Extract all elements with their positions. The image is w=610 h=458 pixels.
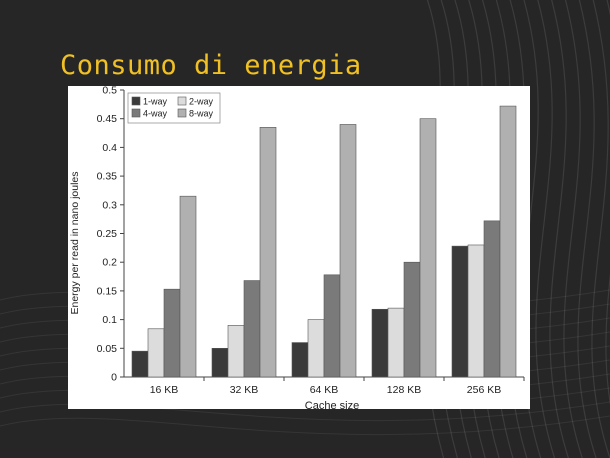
slide-title: Consumo di energia xyxy=(60,50,362,81)
y-tick-label: 0 xyxy=(111,372,117,384)
bar-4-way-256kb xyxy=(483,220,501,378)
bars xyxy=(131,105,517,378)
background-streak xyxy=(577,0,597,458)
y-tick-label: 0.45 xyxy=(97,113,118,125)
bar-4-way-64kb xyxy=(323,274,341,378)
x-axis-label: Cache size xyxy=(305,400,359,409)
chart-panel: 0 0.05 0.1 0.15 0.2 0.25 0.3 0.35 0.4 0.45 0.5 16 … xyxy=(68,86,530,409)
x-tick-label: 32 KB xyxy=(230,384,259,396)
bar-1-way-256kb xyxy=(451,245,469,378)
y-axis-label: Energy per read in nano joules xyxy=(69,171,81,314)
background-streak xyxy=(549,0,569,458)
bar-2-way-128kb xyxy=(387,307,405,378)
legend-box xyxy=(127,92,221,124)
bar-1-way-32kb xyxy=(211,347,229,378)
bar-2-way-64kb xyxy=(307,319,325,378)
bar-8-way-64kb xyxy=(339,124,357,378)
x-tick-label: 256 KB xyxy=(467,384,501,396)
y-tick-label: 0.3 xyxy=(102,199,117,211)
legend-label-8-way: 8-way xyxy=(189,109,214,119)
bar-2-way-16kb xyxy=(147,328,165,378)
background-streak xyxy=(563,0,583,458)
x-axis: 16 KB 32 KB 64 KB 128 KB 256 KB xyxy=(124,376,525,396)
background-streak xyxy=(535,0,556,458)
bar-1-way-64kb xyxy=(291,342,309,378)
y-tick-label: 0.5 xyxy=(102,86,117,97)
legend-swatch-2-way xyxy=(177,96,187,106)
bar-8-way-32kb xyxy=(259,127,277,378)
x-tick-label: 16 KB xyxy=(150,384,179,396)
bar-1-way-16kb xyxy=(131,350,149,378)
y-tick-label: 0.35 xyxy=(97,171,118,183)
y-axis: 0 0.05 0.1 0.15 0.2 0.25 0.3 0.35 0.4 0.45 0.5 xyxy=(97,86,125,384)
legend-label-4-way: 4-way xyxy=(143,109,168,119)
bar-chart: 0 0.05 0.1 0.15 0.2 0.25 0.3 0.35 0.4 0.45 0.5 16 … xyxy=(69,86,525,409)
y-tick-label: 0.4 xyxy=(102,142,117,154)
background-streak xyxy=(0,401,610,422)
y-tick-label: 0.2 xyxy=(102,257,117,269)
x-tick-label: 64 KB xyxy=(310,384,339,396)
legend-swatch-4-way xyxy=(131,108,141,118)
y-tick-label: 0.25 xyxy=(97,228,118,240)
background-streak xyxy=(591,0,610,458)
background-streak xyxy=(0,415,610,436)
y-tick-label: 0.1 xyxy=(102,314,117,326)
legend-swatch-8-way xyxy=(177,108,187,118)
legend-label-1-way: 1-way xyxy=(143,97,168,107)
bar-8-way-16kb xyxy=(179,195,197,378)
legend-label-2-way: 2-way xyxy=(189,97,214,107)
bar-2-way-32kb xyxy=(227,325,245,378)
y-tick-label: 0.05 xyxy=(97,343,118,355)
bar-2-way-256kb xyxy=(467,244,485,378)
legend: 1-way 2-way 4-way 8-way xyxy=(127,92,221,124)
bar-8-way-128kb xyxy=(419,118,437,378)
y-tick-label: 0.15 xyxy=(97,285,118,297)
bar-8-way-256kb xyxy=(499,105,517,378)
legend-swatch-1-way xyxy=(131,96,141,106)
bar-1-way-128kb xyxy=(371,308,389,378)
bar-4-way-128kb xyxy=(403,261,421,378)
bar-4-way-16kb xyxy=(163,288,181,378)
bar-4-way-32kb xyxy=(243,280,261,378)
x-tick-label: 128 KB xyxy=(387,384,421,396)
